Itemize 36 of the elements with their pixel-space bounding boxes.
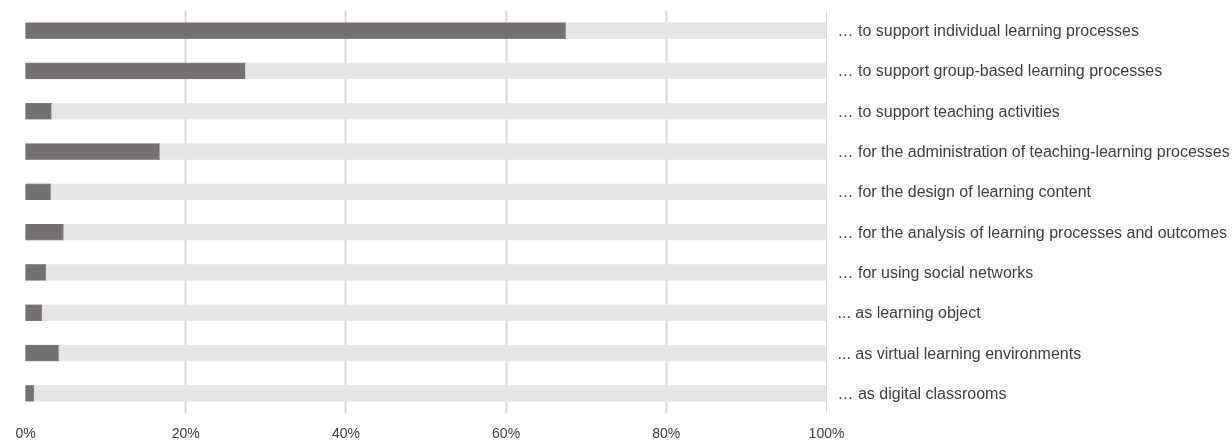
bar bbox=[25, 223, 65, 241]
y-tick-label: … to support individual learning processes bbox=[837, 22, 1139, 40]
bar bbox=[25, 385, 35, 402]
y-tick-label: … for using social networks bbox=[837, 263, 1034, 281]
y-tick-label: … to support teaching activities bbox=[837, 102, 1060, 120]
x-tick-label: 100% bbox=[808, 424, 845, 441]
bar bbox=[51, 103, 827, 120]
y-tick-label: … as digital classrooms bbox=[837, 384, 1007, 402]
x-tick-label: 80% bbox=[652, 424, 681, 441]
bar bbox=[63, 223, 827, 241]
bar bbox=[25, 103, 53, 120]
bar bbox=[33, 385, 827, 402]
y-tick-label: ... as virtual learning environments bbox=[837, 344, 1082, 362]
y-tick-label: … for the administration of teaching-learning processes bbox=[837, 143, 1230, 161]
bar bbox=[25, 304, 43, 321]
bar bbox=[565, 22, 827, 39]
x-tick-label: 60% bbox=[492, 424, 521, 441]
bar bbox=[25, 143, 161, 160]
x-tick-label: 20% bbox=[171, 424, 200, 441]
bar bbox=[41, 304, 827, 321]
y-tick-label: ... as learning object bbox=[837, 304, 982, 322]
bar bbox=[245, 62, 827, 80]
x-tick-label: 40% bbox=[331, 424, 360, 441]
y-tick-label: … for the design of learning content bbox=[837, 183, 1092, 201]
y-tick-label: … to support group-based learning processes bbox=[837, 62, 1163, 80]
bar bbox=[45, 264, 827, 281]
bar bbox=[58, 344, 827, 362]
bar bbox=[50, 183, 827, 201]
y-tick-label: … for the analysis of learning processes and outcomes bbox=[837, 223, 1228, 241]
bar bbox=[25, 183, 52, 201]
bar bbox=[159, 143, 827, 160]
bar bbox=[25, 344, 60, 362]
bar bbox=[25, 62, 247, 80]
bar bbox=[25, 22, 567, 39]
x-tick-label: 0% bbox=[15, 424, 36, 441]
bar bbox=[25, 264, 47, 281]
